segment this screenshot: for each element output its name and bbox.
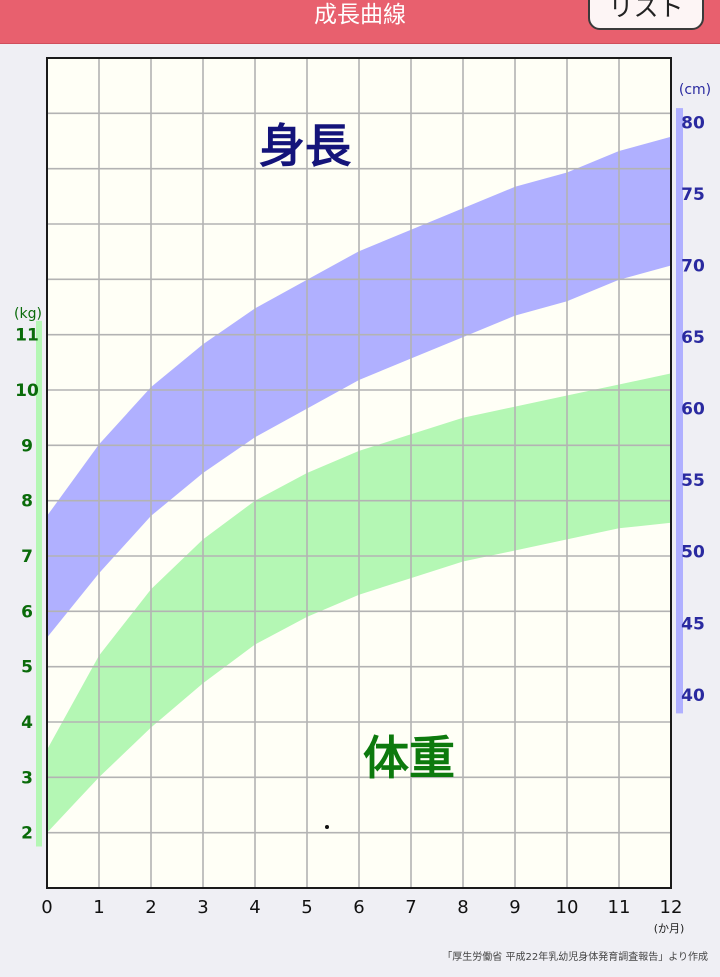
height-band-label: 身長: [259, 119, 352, 173]
left-axis-strip: [36, 320, 42, 847]
right-axis-unit: (cm): [679, 82, 711, 98]
x-tick-label: 3: [197, 897, 208, 918]
right-tick-label: 50: [681, 543, 705, 563]
left-tick-label: 11: [15, 326, 39, 346]
page-title: 成長曲線: [314, 2, 406, 28]
x-tick-label: 6: [353, 897, 364, 918]
x-tick-label: 4: [249, 897, 260, 918]
list-button[interactable]: リスト: [588, 0, 704, 30]
left-axis-unit: (kg): [14, 306, 42, 322]
left-tick-label: 2: [21, 824, 33, 844]
left-tick-label: 9: [21, 436, 33, 456]
left-tick-label: 6: [21, 602, 33, 622]
x-tick-label: 11: [608, 897, 631, 918]
data-point: [325, 825, 329, 829]
right-tick-label: 80: [681, 113, 705, 133]
right-axis-strip: [676, 108, 683, 714]
right-tick-label: 55: [681, 471, 705, 491]
left-tick-label: 8: [21, 492, 33, 512]
x-tick-label: 1: [93, 897, 104, 918]
left-tick-label: 5: [21, 658, 33, 678]
source-note: 「厚生労働省 平成22年乳幼児身体発育調査報告」より作成: [442, 952, 708, 963]
right-tick-label: 75: [681, 185, 705, 205]
left-tick-label: 7: [21, 547, 33, 567]
x-tick-label: 8: [457, 897, 468, 918]
right-tick-label: 60: [681, 400, 705, 420]
right-tick-label: 40: [681, 686, 705, 706]
left-tick-label: 10: [15, 381, 39, 401]
x-tick-label: 5: [301, 897, 312, 918]
x-tick-label: 2: [145, 897, 156, 918]
right-tick-label: 65: [681, 328, 705, 348]
x-tick-label: 9: [509, 897, 520, 918]
right-tick-label: 70: [681, 257, 705, 277]
right-tick-label: 45: [681, 614, 705, 634]
x-tick-label: 0: [41, 897, 52, 918]
x-tick-label: 7: [405, 897, 416, 918]
x-axis-unit: (か月): [654, 922, 685, 935]
plot-frame: [46, 57, 672, 889]
x-tick-label: 12: [660, 897, 683, 918]
left-tick-label: 4: [21, 713, 33, 733]
x-tick-label: 10: [556, 897, 579, 918]
app-header: 成長曲線 リスト: [0, 0, 720, 44]
left-tick-label: 3: [21, 768, 33, 788]
weight-band-label: 体重: [363, 731, 455, 785]
